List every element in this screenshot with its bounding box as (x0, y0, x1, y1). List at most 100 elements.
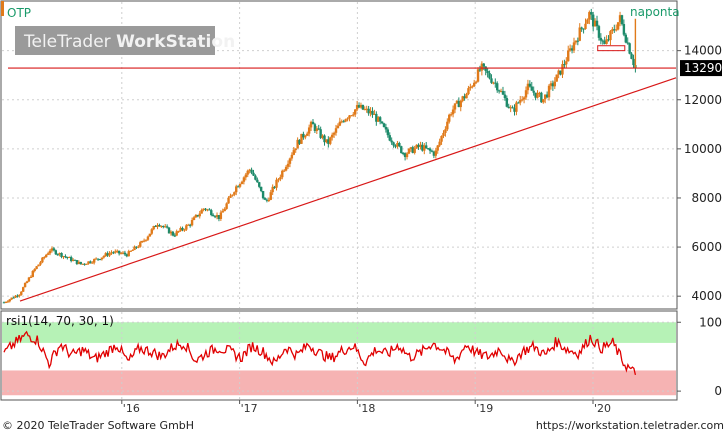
price-candle (425, 145, 428, 149)
price-candle (595, 20, 599, 27)
price-candle (304, 135, 307, 138)
price-candle (605, 39, 608, 44)
price-candle (175, 231, 178, 236)
price-candle (572, 42, 576, 51)
price-candle (185, 225, 188, 230)
price-candle (340, 121, 343, 123)
price-candle (306, 133, 309, 136)
rsi-panel[interactable]: rsi1(14, 70, 30, 1) (0, 310, 678, 401)
price-candle (561, 64, 564, 75)
price-candle (586, 19, 589, 24)
price-candle (480, 63, 484, 71)
price-candle (329, 137, 332, 144)
price-candle (137, 246, 140, 248)
footer: © 2020 TeleTrader Software GmbH https://… (0, 417, 726, 435)
price-candle (542, 99, 545, 103)
trendline (19, 77, 677, 302)
price-candle (350, 115, 353, 117)
overbought-band (2, 322, 676, 343)
price-candle (570, 48, 574, 51)
price-candle (359, 104, 363, 108)
price-candle (386, 129, 390, 136)
price-candle (519, 99, 522, 103)
price-candle (37, 264, 40, 267)
price-candle (165, 226, 169, 228)
price-candle (252, 172, 255, 176)
price-candle (77, 261, 81, 264)
price-candle (382, 123, 386, 128)
price-candle (526, 83, 530, 91)
price-candle (98, 259, 102, 261)
price-candle (12, 297, 15, 299)
price-candle (83, 263, 86, 265)
price-candle (217, 215, 221, 219)
price-candle (405, 153, 409, 158)
price-candle (286, 163, 290, 167)
price-candle (231, 194, 234, 196)
price-candle (423, 145, 426, 151)
price-candle (578, 27, 581, 41)
price-candle (233, 192, 236, 195)
price-candle (451, 109, 455, 115)
price-candle (261, 190, 265, 199)
price-candle (530, 86, 533, 91)
price-candle (173, 235, 177, 237)
price-candle (45, 254, 48, 258)
price-candle (248, 169, 251, 171)
price-candle (511, 107, 514, 109)
price-panel[interactable]: TeleTrader WorkStation OTP naponta (0, 0, 680, 310)
price-candle (551, 83, 555, 87)
price-candle (591, 14, 595, 27)
price-candle (215, 215, 219, 217)
price-candle (632, 58, 635, 66)
price-candle (246, 170, 249, 175)
price-candle (334, 128, 338, 133)
price-candle (509, 107, 512, 109)
price-candle (615, 29, 618, 31)
url-text: https://workstation.teletrader.com (535, 419, 724, 432)
time-tick-label: '19 (476, 402, 493, 415)
price-candle (119, 253, 123, 255)
price-candle (536, 92, 539, 98)
time-tick-label: '17 (241, 402, 258, 415)
price-candle (401, 153, 405, 155)
price-candle (338, 121, 342, 126)
price-candle (496, 83, 499, 91)
price-candle (411, 147, 414, 153)
last-price-badge: 13290 (680, 60, 722, 77)
price-candle (409, 147, 413, 149)
price-candle (543, 94, 547, 100)
price-candle (369, 110, 372, 114)
price-candle (121, 252, 125, 254)
price-candle (242, 177, 246, 182)
price-candle (601, 40, 604, 42)
price-candle (388, 135, 391, 141)
price-candle (188, 224, 192, 226)
price-candle (87, 261, 90, 264)
price-candle (593, 20, 597, 27)
price-candle (622, 24, 626, 35)
price-candle (284, 166, 288, 171)
price-candle (463, 96, 466, 99)
price-candle (557, 70, 560, 75)
price-candle (48, 250, 52, 254)
price-candle (534, 92, 537, 98)
price-candle (321, 135, 324, 138)
price-candle (8, 299, 11, 302)
price-candle (4, 301, 8, 303)
price-candle (236, 186, 240, 188)
price-candle (377, 117, 380, 122)
price-candle (432, 151, 436, 156)
price-candle (442, 132, 445, 137)
price-candle (129, 250, 132, 252)
price-candle (135, 246, 138, 248)
price-tick-label: 4000 (691, 289, 722, 303)
price-candle (256, 179, 259, 183)
price-candle (455, 100, 459, 104)
price-candle (327, 139, 330, 144)
price-candle (567, 50, 570, 62)
price-range-box (597, 45, 626, 52)
price-candle (365, 108, 368, 110)
price-candle (469, 86, 472, 89)
